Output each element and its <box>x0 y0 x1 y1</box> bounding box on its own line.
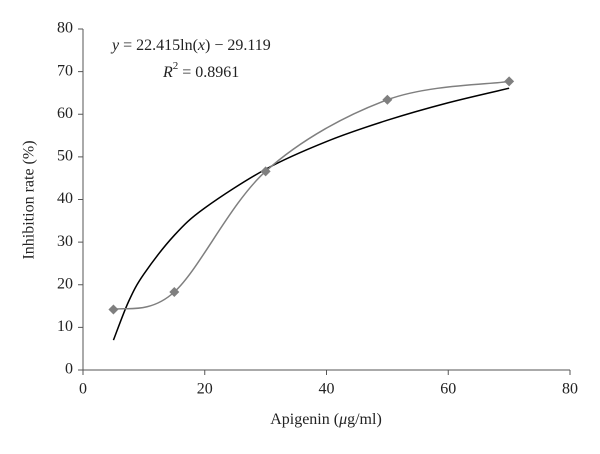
y-tick-label: 70 <box>57 62 73 79</box>
marker <box>169 286 180 297</box>
equation-part: x <box>197 37 205 54</box>
r-squared: R2 = 0.8961 <box>162 60 239 81</box>
x-axis-label: Apigenin (μg/ml) <box>270 411 382 428</box>
y-tick-label: 50 <box>57 148 73 165</box>
trendline <box>112 87 510 341</box>
r2-part: 2 <box>173 60 179 72</box>
x-tick-label: 0 <box>79 381 87 398</box>
marker <box>382 94 393 105</box>
y-tick-label: 10 <box>57 318 73 335</box>
r2-part: = 0.8961 <box>178 64 239 81</box>
x-label-part: g/ml) <box>347 411 382 428</box>
x-tick-label: 20 <box>197 381 213 398</box>
equation-part: ) − 29.119 <box>205 37 271 54</box>
x-tick-label: 60 <box>440 381 456 398</box>
equation-part: = 22.415ln( <box>119 37 198 54</box>
marker <box>108 304 119 315</box>
x-label-part: μ <box>338 411 347 428</box>
marker <box>260 166 271 177</box>
y-tick-label: 20 <box>57 275 73 292</box>
y-axis-label: Inhibition rate (%) <box>21 140 38 259</box>
y-tick-label: 0 <box>65 361 73 378</box>
marker <box>504 76 515 87</box>
x-tick-label: 80 <box>562 381 578 398</box>
equation-part: y <box>110 37 120 54</box>
r2-part: R <box>162 64 173 81</box>
x-label-part: Apigenin ( <box>270 411 339 428</box>
y-tick-label: 80 <box>57 20 73 37</box>
y-tick-label: 60 <box>57 105 73 122</box>
series-line <box>113 80 510 311</box>
equation: y = 22.415ln(x) − 29.119 <box>110 37 271 54</box>
x-tick-label: 40 <box>319 381 335 398</box>
y-tick-label: 40 <box>57 190 73 207</box>
y-tick-label: 30 <box>57 233 73 250</box>
